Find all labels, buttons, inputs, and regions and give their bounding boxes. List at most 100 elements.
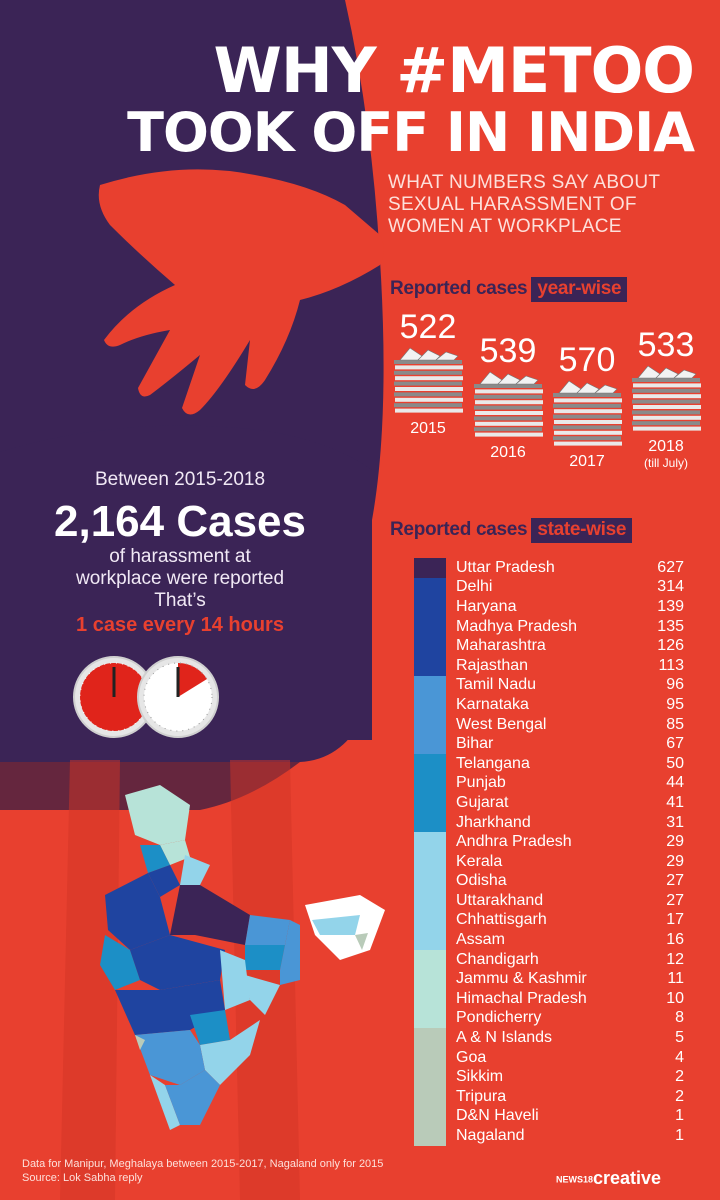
paper-stack-icon (632, 365, 701, 431)
state-name: Tamil Nadu (456, 676, 537, 694)
brand-name: creative (593, 1168, 662, 1188)
map-madhya-pradesh (130, 935, 225, 990)
map-punjab (140, 845, 170, 873)
map-odisha (245, 975, 280, 1015)
state-color-swatch (414, 1126, 446, 1146)
state-color-swatch (414, 655, 446, 676)
state-count: 10 (666, 989, 684, 1007)
state-name: Andhra Pradesh (456, 833, 572, 851)
map-jharkhand (245, 945, 285, 970)
state-row: Kerala 29 (414, 851, 684, 872)
india-map (100, 785, 385, 1130)
map-kerala (150, 1075, 180, 1130)
state-count: 314 (657, 578, 684, 596)
state-count: 96 (666, 676, 684, 694)
year-label: 2016 (490, 444, 526, 461)
state-row: Andhra Pradesh 29 (414, 832, 684, 852)
state-name: Uttar Pradesh (456, 558, 555, 576)
state-row: Jharkhand 31 (414, 812, 684, 833)
state-row: Goa 4 (414, 1047, 684, 1068)
year-count: 539 (479, 332, 537, 370)
state-count: 41 (666, 793, 684, 811)
state-row: Pondicherry 8 (414, 1008, 684, 1029)
state-row: Madhya Pradesh 135 (414, 616, 684, 637)
summary-desc-3: That’s (154, 590, 206, 611)
state-count: 29 (666, 833, 684, 851)
brand-logo: NEWS18creative (556, 1168, 661, 1189)
state-row: D&N Haveli 1 (414, 1106, 684, 1127)
map-uttarakhand (180, 855, 210, 885)
state-name: Himachal Pradesh (456, 989, 587, 1007)
state-row: Himachal Pradesh 10 (414, 989, 684, 1009)
headline-line-1: WHY #METOO (213, 34, 695, 107)
state-row: Haryana 139 (414, 597, 684, 617)
state-name: Pondicherry (456, 1009, 542, 1027)
state-row: Nagaland 1 (414, 1126, 684, 1146)
state-row: Chhattisgarh 17 (414, 910, 684, 931)
state-color-swatch (414, 1087, 446, 1107)
year-block-3: 533 2018 (till July) (628, 328, 704, 470)
map-uttar-pradesh (170, 885, 250, 945)
summary-between: Between 2015-2018 (94, 469, 266, 490)
year-count: 533 (637, 326, 695, 364)
state-color-swatch (414, 1067, 446, 1088)
map-rajasthan (105, 873, 170, 950)
map-west-bengal (280, 920, 300, 985)
state-color-swatch (414, 1106, 446, 1127)
state-name: Jammu & Kashmir (456, 970, 587, 988)
state-name: Assam (456, 931, 505, 949)
year-block-0: 522 2015 (390, 310, 466, 438)
state-name: Sikkim (456, 1068, 504, 1086)
state-row: Chandigarh 12 (414, 949, 684, 970)
state-row: Punjab 44 (414, 773, 684, 794)
map-chhattisgarh (220, 950, 250, 1010)
hand-shape (98, 169, 384, 415)
state-color-swatch (414, 930, 446, 950)
state-heading-highlight: state-wise (531, 518, 633, 543)
headline: WHY #METOO TOOK OFF IN INDIA (0, 40, 720, 160)
state-color-swatch (414, 1008, 446, 1029)
state-color-swatch (414, 616, 446, 637)
year-section-heading: Reported cases year-wise (390, 277, 628, 302)
paper-stack-icon (394, 347, 463, 413)
state-color-swatch (414, 773, 446, 794)
state-name: Chandigarh (456, 950, 539, 968)
year-note: (till July) (644, 456, 688, 470)
year-heading-text: Reported cases (390, 278, 528, 299)
state-count: 11 (667, 970, 684, 988)
state-color-swatch (414, 695, 446, 715)
state-color-swatch (414, 675, 446, 696)
state-name: Delhi (456, 578, 493, 596)
clock-full-icon (73, 656, 155, 738)
state-name: Haryana (456, 597, 517, 615)
state-name: Tripura (456, 1087, 507, 1105)
state-count: 2 (675, 1068, 684, 1086)
state-count: 17 (666, 911, 684, 929)
state-color-swatch (414, 832, 446, 852)
map-assam (312, 915, 360, 935)
state-color-swatch (414, 636, 446, 656)
state-count: 1 (675, 1107, 684, 1125)
state-row: Karnataka 95 (414, 695, 684, 715)
state-count: 5 (675, 1029, 684, 1047)
clock-partial-icon (137, 656, 219, 738)
state-row: Tripura 2 (414, 1087, 684, 1107)
state-row: Bihar 67 (414, 734, 684, 754)
state-count: 12 (666, 950, 684, 968)
state-name: Odisha (456, 872, 507, 890)
map-nagaland (355, 933, 368, 950)
summary-rate: 1 case every 14 hours (76, 614, 284, 636)
state-count: 113 (658, 656, 684, 674)
map-andhra (200, 1020, 260, 1085)
state-row: Telangana 50 (414, 753, 684, 774)
brand-prefix: NEWS18 (556, 1174, 594, 1185)
state-count: 67 (666, 735, 684, 753)
state-row: West Bengal 85 (414, 714, 684, 735)
state-name: Gujarat (456, 793, 509, 811)
state-color-swatch (414, 812, 446, 833)
state-name: Bihar (456, 735, 494, 753)
state-color-swatch (414, 891, 446, 911)
state-row: Sikkim 2 (414, 1067, 684, 1088)
year-block-1: 539 2016 (470, 334, 546, 462)
